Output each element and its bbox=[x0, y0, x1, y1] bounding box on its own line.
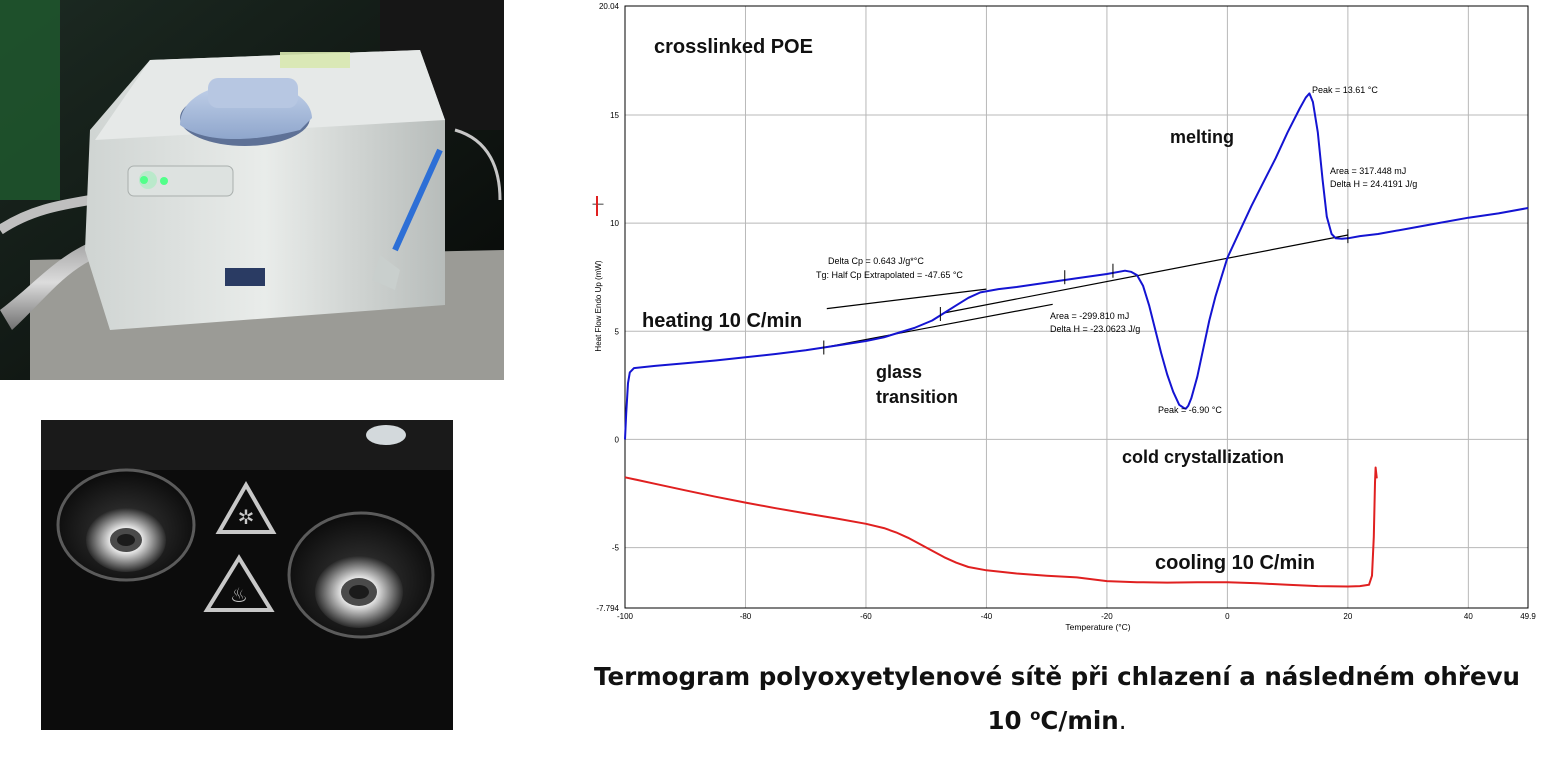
x-tick-label: -20 bbox=[1101, 612, 1113, 621]
tg-half-cp-annotation: Tg: Half Cp Extrapolated = -47.65 °C bbox=[816, 270, 963, 280]
tick-markers bbox=[823, 229, 1349, 355]
x-axis-label: Temperature (°C) bbox=[1065, 622, 1130, 632]
tg-delta-cp-annotation: Delta Cp = 0.643 J/g*°C bbox=[828, 256, 924, 266]
glass-label: glass bbox=[876, 362, 922, 382]
caption-period: . bbox=[1118, 706, 1127, 736]
chart-svg: -100 -80 -60 -40 -20 0 20 40 49.9 20.04 15 10 5 0 -5 -7… bbox=[593, 2, 1537, 632]
grid-lines bbox=[625, 6, 1528, 608]
y-tick-label: 5 bbox=[615, 327, 620, 336]
caption-rate-unit: C/min bbox=[1040, 706, 1119, 736]
cold-crystallization-label: cold crystallization bbox=[1122, 447, 1284, 467]
cryst-delta-h-annotation: Delta H = -23.0623 J/g bbox=[1050, 324, 1140, 334]
dsc-instrument-photo bbox=[0, 0, 504, 380]
x-tick-label: -80 bbox=[740, 612, 752, 621]
cryst-area-annotation: Area = -299.810 mJ bbox=[1050, 311, 1129, 321]
series-layer bbox=[624, 92, 1529, 588]
sample-cells-illustration: ✲ ♨ bbox=[41, 420, 453, 730]
hot-surface-warning-icon: ♨ bbox=[203, 554, 275, 612]
sample-cells-photo: ✲ ♨ bbox=[41, 420, 453, 730]
x-tick-label: 40 bbox=[1464, 612, 1473, 621]
y-tick-label: 15 bbox=[610, 111, 619, 120]
transition-label: transition bbox=[876, 387, 958, 407]
cryst-peak-annotation: Peak = -6.90 °C bbox=[1158, 405, 1222, 415]
caption-line-2: 10 oC/min. bbox=[560, 696, 1554, 740]
cooling-curve bbox=[624, 466, 1378, 588]
heating-curve bbox=[624, 92, 1529, 440]
x-tick-label: -100 bbox=[617, 612, 634, 621]
x-tick-label: -40 bbox=[981, 612, 993, 621]
y-axis-label: Heat Flow Endo Up (mW) bbox=[594, 260, 603, 351]
heating-label: heating 10 C/min bbox=[642, 310, 802, 332]
melting-label: melting bbox=[1170, 127, 1234, 147]
y-tick-label: 20.04 bbox=[599, 2, 620, 11]
figure-caption: Termogram polyoxyetylenové sítě při chla… bbox=[560, 658, 1554, 740]
svg-text:♨: ♨ bbox=[230, 583, 248, 607]
dsc-instrument-illustration bbox=[0, 0, 504, 380]
y-tick-label: -5 bbox=[612, 544, 620, 553]
chart-title: crosslinked POE bbox=[654, 36, 813, 58]
tg-onset-tangent-line bbox=[826, 288, 987, 310]
x-tick-label: -60 bbox=[860, 612, 872, 621]
x-tick-label: 20 bbox=[1343, 612, 1352, 621]
svg-text:✲: ✲ bbox=[238, 505, 255, 529]
snowflake-warning-icon: ✲ bbox=[215, 480, 277, 534]
y-tick-label: 10 bbox=[610, 219, 619, 228]
caption-line-1: Termogram polyoxyetylenové sítě při chla… bbox=[594, 662, 1520, 691]
cooling-label: cooling 10 C/min bbox=[1155, 552, 1315, 574]
plot-frame bbox=[624, 5, 1529, 609]
caption-degree-sign: o bbox=[1030, 706, 1041, 724]
y-tick-label: -7.794 bbox=[596, 604, 619, 613]
tg-end-tangent-line bbox=[823, 303, 1053, 349]
caption-rate-value: 10 bbox=[987, 706, 1031, 736]
cooling-legend-swatch bbox=[596, 196, 598, 216]
main-baseline-line bbox=[944, 234, 1349, 314]
melt-peak-annotation: Peak = 13.61 °C bbox=[1312, 85, 1378, 95]
melt-area-annotation: Area = 317.448 mJ bbox=[1330, 166, 1406, 176]
x-tick-label: 49.9 bbox=[1520, 612, 1536, 621]
axis-ticks: -100 -80 -60 -40 -20 0 20 40 49.9 20.04 15 10 5 0 -5 -7… bbox=[596, 2, 1536, 621]
x-tick-label: 0 bbox=[1225, 612, 1230, 621]
y-tick-label: 0 bbox=[615, 435, 620, 444]
melt-delta-h-annotation: Delta H = 24.4191 J/g bbox=[1330, 179, 1417, 189]
dsc-thermogram-chart: -100 -80 -60 -40 -20 0 20 40 49.9 20.04 15 10 5 0 -5 -7… bbox=[560, 0, 1554, 650]
